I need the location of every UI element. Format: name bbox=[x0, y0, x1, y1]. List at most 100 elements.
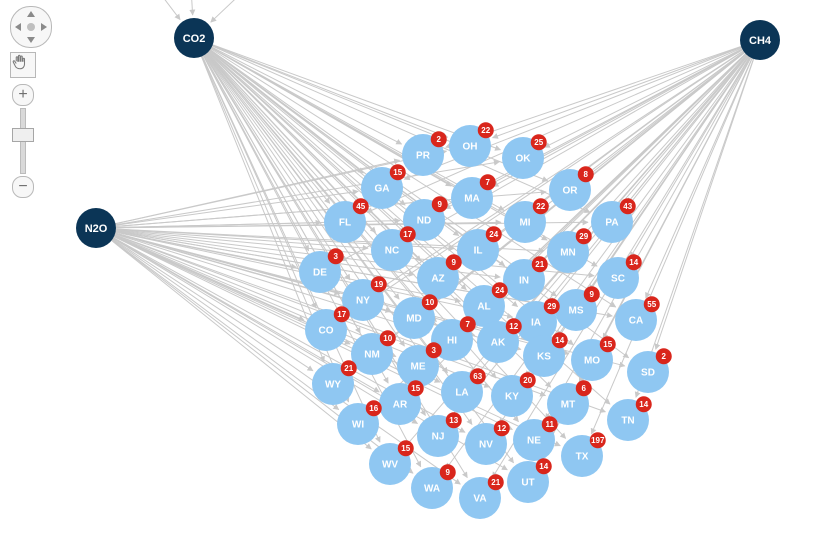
badge: 2 bbox=[656, 348, 672, 364]
badge: 2 bbox=[431, 131, 447, 147]
svg-text:MS: MS bbox=[569, 306, 584, 317]
svg-text:9: 9 bbox=[452, 258, 457, 267]
state-node-ms[interactable]: MS9 bbox=[555, 286, 600, 331]
svg-text:NC: NC bbox=[385, 246, 399, 257]
badge: 9 bbox=[440, 464, 456, 480]
hub-node-co2[interactable]: CO2 bbox=[174, 18, 214, 58]
state-node-wy[interactable]: WY21 bbox=[312, 360, 357, 405]
svg-text:14: 14 bbox=[555, 336, 564, 345]
state-node-wa[interactable]: WA9 bbox=[411, 464, 456, 509]
badge: 12 bbox=[494, 420, 510, 436]
state-node-nj[interactable]: NJ13 bbox=[417, 412, 462, 457]
svg-text:DE: DE bbox=[313, 268, 327, 279]
state-node-ok[interactable]: OK25 bbox=[502, 134, 547, 179]
svg-text:IA: IA bbox=[531, 318, 541, 329]
badge: 10 bbox=[380, 330, 396, 346]
zoom-handle[interactable] bbox=[12, 128, 34, 142]
hub-node-ch4[interactable]: CH4 bbox=[740, 20, 780, 60]
state-node-tx[interactable]: TX197 bbox=[561, 432, 606, 477]
network-graph[interactable]: CO2CH4N2OPR2OH22OK25GA15MA7OR8FL45ND9MI2… bbox=[0, 0, 819, 538]
badge: 43 bbox=[620, 198, 636, 214]
svg-text:13: 13 bbox=[449, 416, 458, 425]
state-node-mi[interactable]: MI22 bbox=[504, 198, 549, 243]
svg-text:21: 21 bbox=[344, 364, 353, 373]
svg-text:19: 19 bbox=[374, 280, 383, 289]
pan-control[interactable] bbox=[10, 6, 52, 48]
state-node-ma[interactable]: MA7 bbox=[451, 174, 496, 219]
svg-text:55: 55 bbox=[647, 300, 656, 309]
svg-text:CH4: CH4 bbox=[749, 35, 772, 47]
hub-node-n2o[interactable]: N2O bbox=[76, 208, 116, 248]
svg-text:AK: AK bbox=[491, 338, 506, 349]
state-node-nv[interactable]: NV12 bbox=[465, 420, 510, 465]
badge: 17 bbox=[334, 306, 350, 322]
state-node-wi[interactable]: WI16 bbox=[337, 400, 382, 445]
svg-text:CO2: CO2 bbox=[183, 33, 206, 45]
svg-text:OK: OK bbox=[516, 154, 532, 165]
badge: 63 bbox=[470, 368, 486, 384]
badge: 14 bbox=[552, 332, 568, 348]
state-node-ar[interactable]: AR15 bbox=[379, 380, 424, 425]
svg-text:OH: OH bbox=[463, 142, 478, 153]
state-node-tn[interactable]: TN14 bbox=[607, 396, 652, 441]
svg-text:9: 9 bbox=[446, 468, 451, 477]
state-node-wv[interactable]: WV15 bbox=[369, 440, 414, 485]
badge: 3 bbox=[426, 342, 442, 358]
badge: 9 bbox=[446, 254, 462, 270]
state-node-sc[interactable]: SC14 bbox=[597, 254, 642, 299]
svg-text:21: 21 bbox=[535, 260, 544, 269]
svg-text:24: 24 bbox=[495, 286, 504, 295]
svg-text:14: 14 bbox=[629, 258, 638, 267]
state-node-ga[interactable]: GA15 bbox=[361, 164, 406, 209]
zoom-out-button[interactable]: − bbox=[12, 176, 34, 198]
state-node-az[interactable]: AZ 9 bbox=[417, 254, 462, 299]
state-node-de[interactable]: DE3 bbox=[299, 248, 344, 293]
svg-text:197: 197 bbox=[591, 436, 605, 445]
svg-text:SD: SD bbox=[641, 368, 655, 379]
state-node-sd[interactable]: SD2 bbox=[627, 348, 672, 393]
badge: 7 bbox=[480, 174, 496, 190]
badge: 15 bbox=[398, 440, 414, 456]
state-node-nm[interactable]: NM10 bbox=[351, 330, 396, 375]
grab-tool-button[interactable] bbox=[10, 52, 36, 78]
svg-text:WV: WV bbox=[382, 460, 398, 471]
svg-text:TX: TX bbox=[576, 452, 589, 463]
state-node-va[interactable]: VA21 bbox=[459, 474, 504, 519]
badge: 9 bbox=[432, 196, 448, 212]
svg-text:7: 7 bbox=[466, 320, 471, 329]
svg-text:15: 15 bbox=[411, 384, 420, 393]
badge: 7 bbox=[460, 316, 476, 332]
svg-text:10: 10 bbox=[383, 334, 392, 343]
svg-text:FL: FL bbox=[339, 218, 351, 229]
state-node-ky[interactable]: KY20 bbox=[491, 372, 536, 417]
svg-text:29: 29 bbox=[579, 232, 588, 241]
svg-text:LA: LA bbox=[455, 388, 468, 399]
state-node-ne[interactable]: NE11 bbox=[513, 416, 558, 461]
badge: 21 bbox=[488, 474, 504, 490]
svg-text:AR: AR bbox=[393, 400, 408, 411]
badge: 45 bbox=[353, 198, 369, 214]
svg-text:CA: CA bbox=[629, 316, 643, 327]
svg-text:NY: NY bbox=[356, 296, 370, 307]
zoom-in-button[interactable]: + bbox=[12, 84, 34, 106]
badge: 3 bbox=[328, 248, 344, 264]
svg-text:43: 43 bbox=[623, 202, 632, 211]
state-node-oh[interactable]: OH22 bbox=[449, 122, 494, 167]
state-node-pr[interactable]: PR2 bbox=[402, 131, 447, 176]
svg-text:9: 9 bbox=[438, 200, 443, 209]
state-node-md[interactable]: MD10 bbox=[393, 294, 438, 339]
badge: 10 bbox=[422, 294, 438, 310]
state-node-nc[interactable]: NC17 bbox=[371, 226, 416, 271]
svg-text:10: 10 bbox=[425, 298, 434, 307]
svg-text:NM: NM bbox=[364, 350, 380, 361]
state-node-ut[interactable]: UT14 bbox=[507, 458, 552, 503]
svg-text:TN: TN bbox=[621, 416, 634, 427]
svg-text:MO: MO bbox=[584, 356, 600, 367]
badge: 55 bbox=[644, 296, 660, 312]
svg-text:AZ: AZ bbox=[431, 274, 444, 285]
state-node-il[interactable]: IL24 bbox=[457, 226, 502, 271]
svg-text:25: 25 bbox=[534, 138, 543, 147]
state-node-mo[interactable]: MO15 bbox=[571, 336, 616, 381]
state-node-mn[interactable]: MN29 bbox=[547, 228, 592, 273]
svg-text:63: 63 bbox=[473, 372, 482, 381]
